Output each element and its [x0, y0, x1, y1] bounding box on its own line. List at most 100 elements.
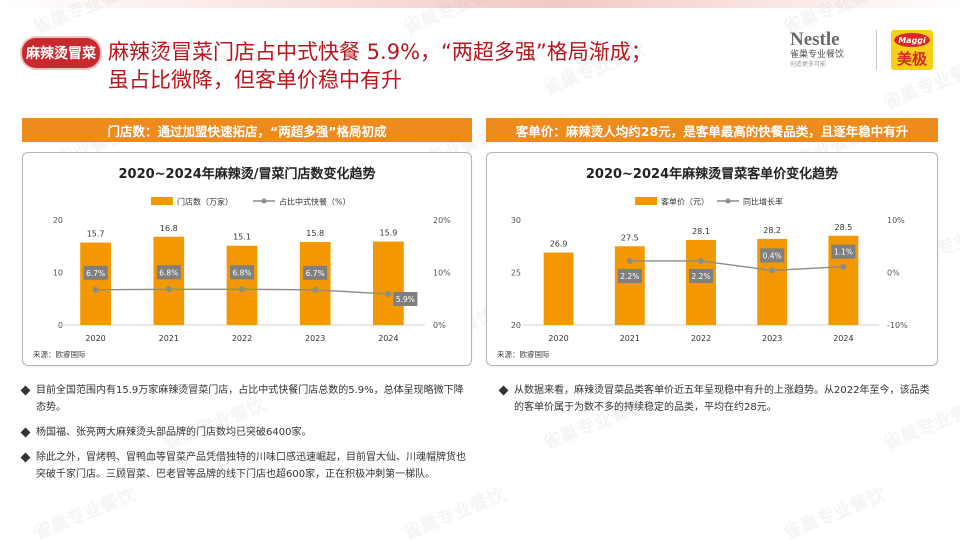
y-axis-right-tick-label: 0% [887, 269, 900, 278]
bar [373, 241, 404, 325]
ticket-price-chart-title: 2020~2024年麻辣烫冒菜客单价变化趋势 [585, 167, 839, 182]
line-value-label: 2.2% [691, 272, 710, 281]
store-count-chart-card: 门店数（万家）占比中式快餐（%）2010020%10%0%15.7202016.… [22, 152, 472, 366]
line-value-label: 5.9% [396, 295, 415, 304]
bar-value-label: 15.1 [233, 233, 251, 242]
page-title: 麻辣烫冒菜门店占中式快餐 5.9%，“两超多强”格局渐成； 虽占比微降，但客单价… [108, 38, 768, 94]
ticket-price-chart: 客单价（元） 同比增长率 30 25 20 10% 0% -10% 26.9 2020 27.5 20… [511, 197, 908, 344]
nestle-slogan: 创造更多可能 [790, 61, 827, 68]
left-section-header: 门店数：通过加盟快速拓店，“两超多强”格局初成 [22, 118, 472, 142]
legend-bar-swatch [151, 197, 173, 205]
diamond-bullet-icon [20, 427, 31, 438]
y-axis-right-tick-label: 10% [433, 269, 451, 278]
line-value-label: 1.1% [834, 248, 853, 257]
bullet-item: 目前全国范围内有15.9万家麻辣烫冒菜门店，占比中式快餐门店总数的5.9%，总体… [20, 382, 472, 416]
bar [226, 245, 258, 325]
maggi-logo: Maggi 美极 [891, 30, 933, 70]
line-value-label-box [689, 268, 713, 283]
category-tag: 麻辣烫冒菜 [22, 38, 100, 68]
y-axis-right-tick-label: 20% [433, 216, 451, 225]
y-axis-left-tick-label: 30 [511, 216, 521, 225]
bar [153, 236, 185, 325]
line-point [769, 267, 776, 274]
line-value-label: 6.8% [159, 268, 178, 277]
line-point [385, 291, 392, 298]
series-line [629, 260, 844, 272]
bullet-item: 杨国福、张亮两大麻辣烫头部品牌的门店数均已突破6400家。 [20, 424, 472, 441]
x-axis-tick-label: 2022 [691, 334, 711, 343]
bar-value-label: 28.2 [763, 226, 781, 235]
maggi-wordmark: Maggi [894, 33, 930, 47]
bar [299, 242, 331, 325]
bar-value-label: 15.7 [87, 230, 105, 239]
legend-bar-label: 客单价（元） [661, 197, 709, 207]
right-bullet-list: 从数据来看，麻辣烫冒菜品类客单价近五年呈现稳中有升的上涨趋势。从2022年至今，… [498, 382, 938, 424]
bar [543, 252, 574, 325]
bar-value-label: 26.9 [550, 240, 568, 249]
y-axis-left-tick-label: 20 [511, 321, 521, 330]
x-axis-tick-label: 2023 [762, 334, 782, 343]
store-count-chart-title: 2020~2024年麻辣烫/冒菜门店数变化趋势 [118, 167, 376, 182]
legend-bar-swatch [635, 197, 657, 205]
logo-divider [876, 30, 877, 70]
nestle-cn-text: 雀巢专业餐饮 [790, 50, 845, 60]
line-point [626, 257, 633, 264]
ticket-price-chart-card: 客单价（元） 同比增长率 30 25 20 10% 0% -10% 26.9 2020 27.5 20… [486, 152, 938, 366]
bar [80, 242, 111, 325]
line-point [165, 286, 172, 293]
bullet-item: 除此之外，冒烤鸭、冒鸭血等冒菜产品凭借独特的川味口感迅速崛起，目前冒大仙、川魂帽… [20, 449, 472, 483]
y-axis-left-tick-label: 10 [53, 269, 63, 278]
line-value-label-box [393, 292, 418, 307]
line-value-label-box [230, 265, 254, 280]
y-axis-right-tick-label: -10% [887, 321, 908, 330]
x-axis-tick-label: 2024 [833, 334, 853, 343]
legend-line-label: 占比中式快餐（%） [279, 197, 351, 207]
x-axis-tick-label: 2021 [620, 334, 640, 343]
x-axis-tick-label: 2023 [305, 334, 325, 343]
bar-value-label: 16.8 [160, 224, 178, 233]
ticket-price-source: 来源：欧睿国际 [497, 350, 550, 359]
line-value-label-box [303, 265, 328, 280]
bar-value-label: 28.1 [692, 227, 710, 236]
bar-value-label: 15.9 [379, 229, 397, 238]
brand-logos: Nestle 雀巢专业餐饮 创造更多可能 Maggi 美极 [780, 26, 940, 74]
line-point [92, 286, 99, 293]
nestle-wordmark: Nestle [790, 29, 840, 50]
right-section-header: 客单价：麻辣烫人均约28元，是客单最高的快餐品类，且逐年稳中有升 [486, 118, 938, 142]
line-value-label-box [83, 265, 108, 280]
legend-line-marker [725, 198, 731, 204]
line-value-label: 0.4% [763, 251, 782, 260]
diamond-bullet-icon [498, 385, 509, 396]
x-axis-tick-label: 2020 [548, 334, 568, 343]
maggi-cn-text: 美极 [896, 50, 927, 68]
watermark-text: 雀巢专业餐饮 [780, 484, 889, 540]
legend-line-marker [261, 198, 267, 204]
line-point [239, 286, 245, 293]
line-point [840, 263, 847, 270]
line-value-label: 6.7% [86, 269, 105, 278]
store-count-source: 来源：欧睿国际 [33, 350, 86, 359]
y-axis-right-tick-label: 10% [887, 216, 905, 225]
bar-value-label: 15.8 [306, 229, 324, 238]
line-value-label-box [831, 244, 856, 259]
line-value-label: 6.8% [232, 268, 251, 277]
nestle-logo: Nestle 雀巢专业餐饮 创造更多可能 [790, 30, 860, 70]
diamond-bullet-icon [20, 452, 31, 463]
bullet-item: 从数据来看，麻辣烫冒菜品类客单价近五年呈现稳中有升的上涨趋势。从2022年至今，… [498, 382, 938, 416]
line-value-label-box [156, 265, 181, 280]
legend-line-label: 同比增长率 [743, 197, 783, 207]
diamond-bullet-icon [20, 385, 31, 396]
y-axis-right-tick-label: 0% [433, 321, 446, 330]
y-axis-left-tick-label: 20 [53, 216, 63, 225]
x-axis-tick-label: 2024 [378, 334, 398, 343]
x-axis-tick-label: 2022 [232, 334, 252, 343]
page-title-line2: 虽占比微降，但客单价稳中有升 [108, 68, 402, 92]
line-value-label-box [617, 268, 642, 283]
line-value-label-box [760, 248, 785, 263]
line-point [312, 286, 319, 293]
y-axis-left-tick-label: 25 [511, 269, 521, 278]
line-point [698, 257, 704, 264]
x-axis-tick-label: 2020 [85, 334, 105, 343]
line-value-label: 6.7% [306, 269, 325, 278]
bar-value-label: 27.5 [621, 233, 639, 242]
